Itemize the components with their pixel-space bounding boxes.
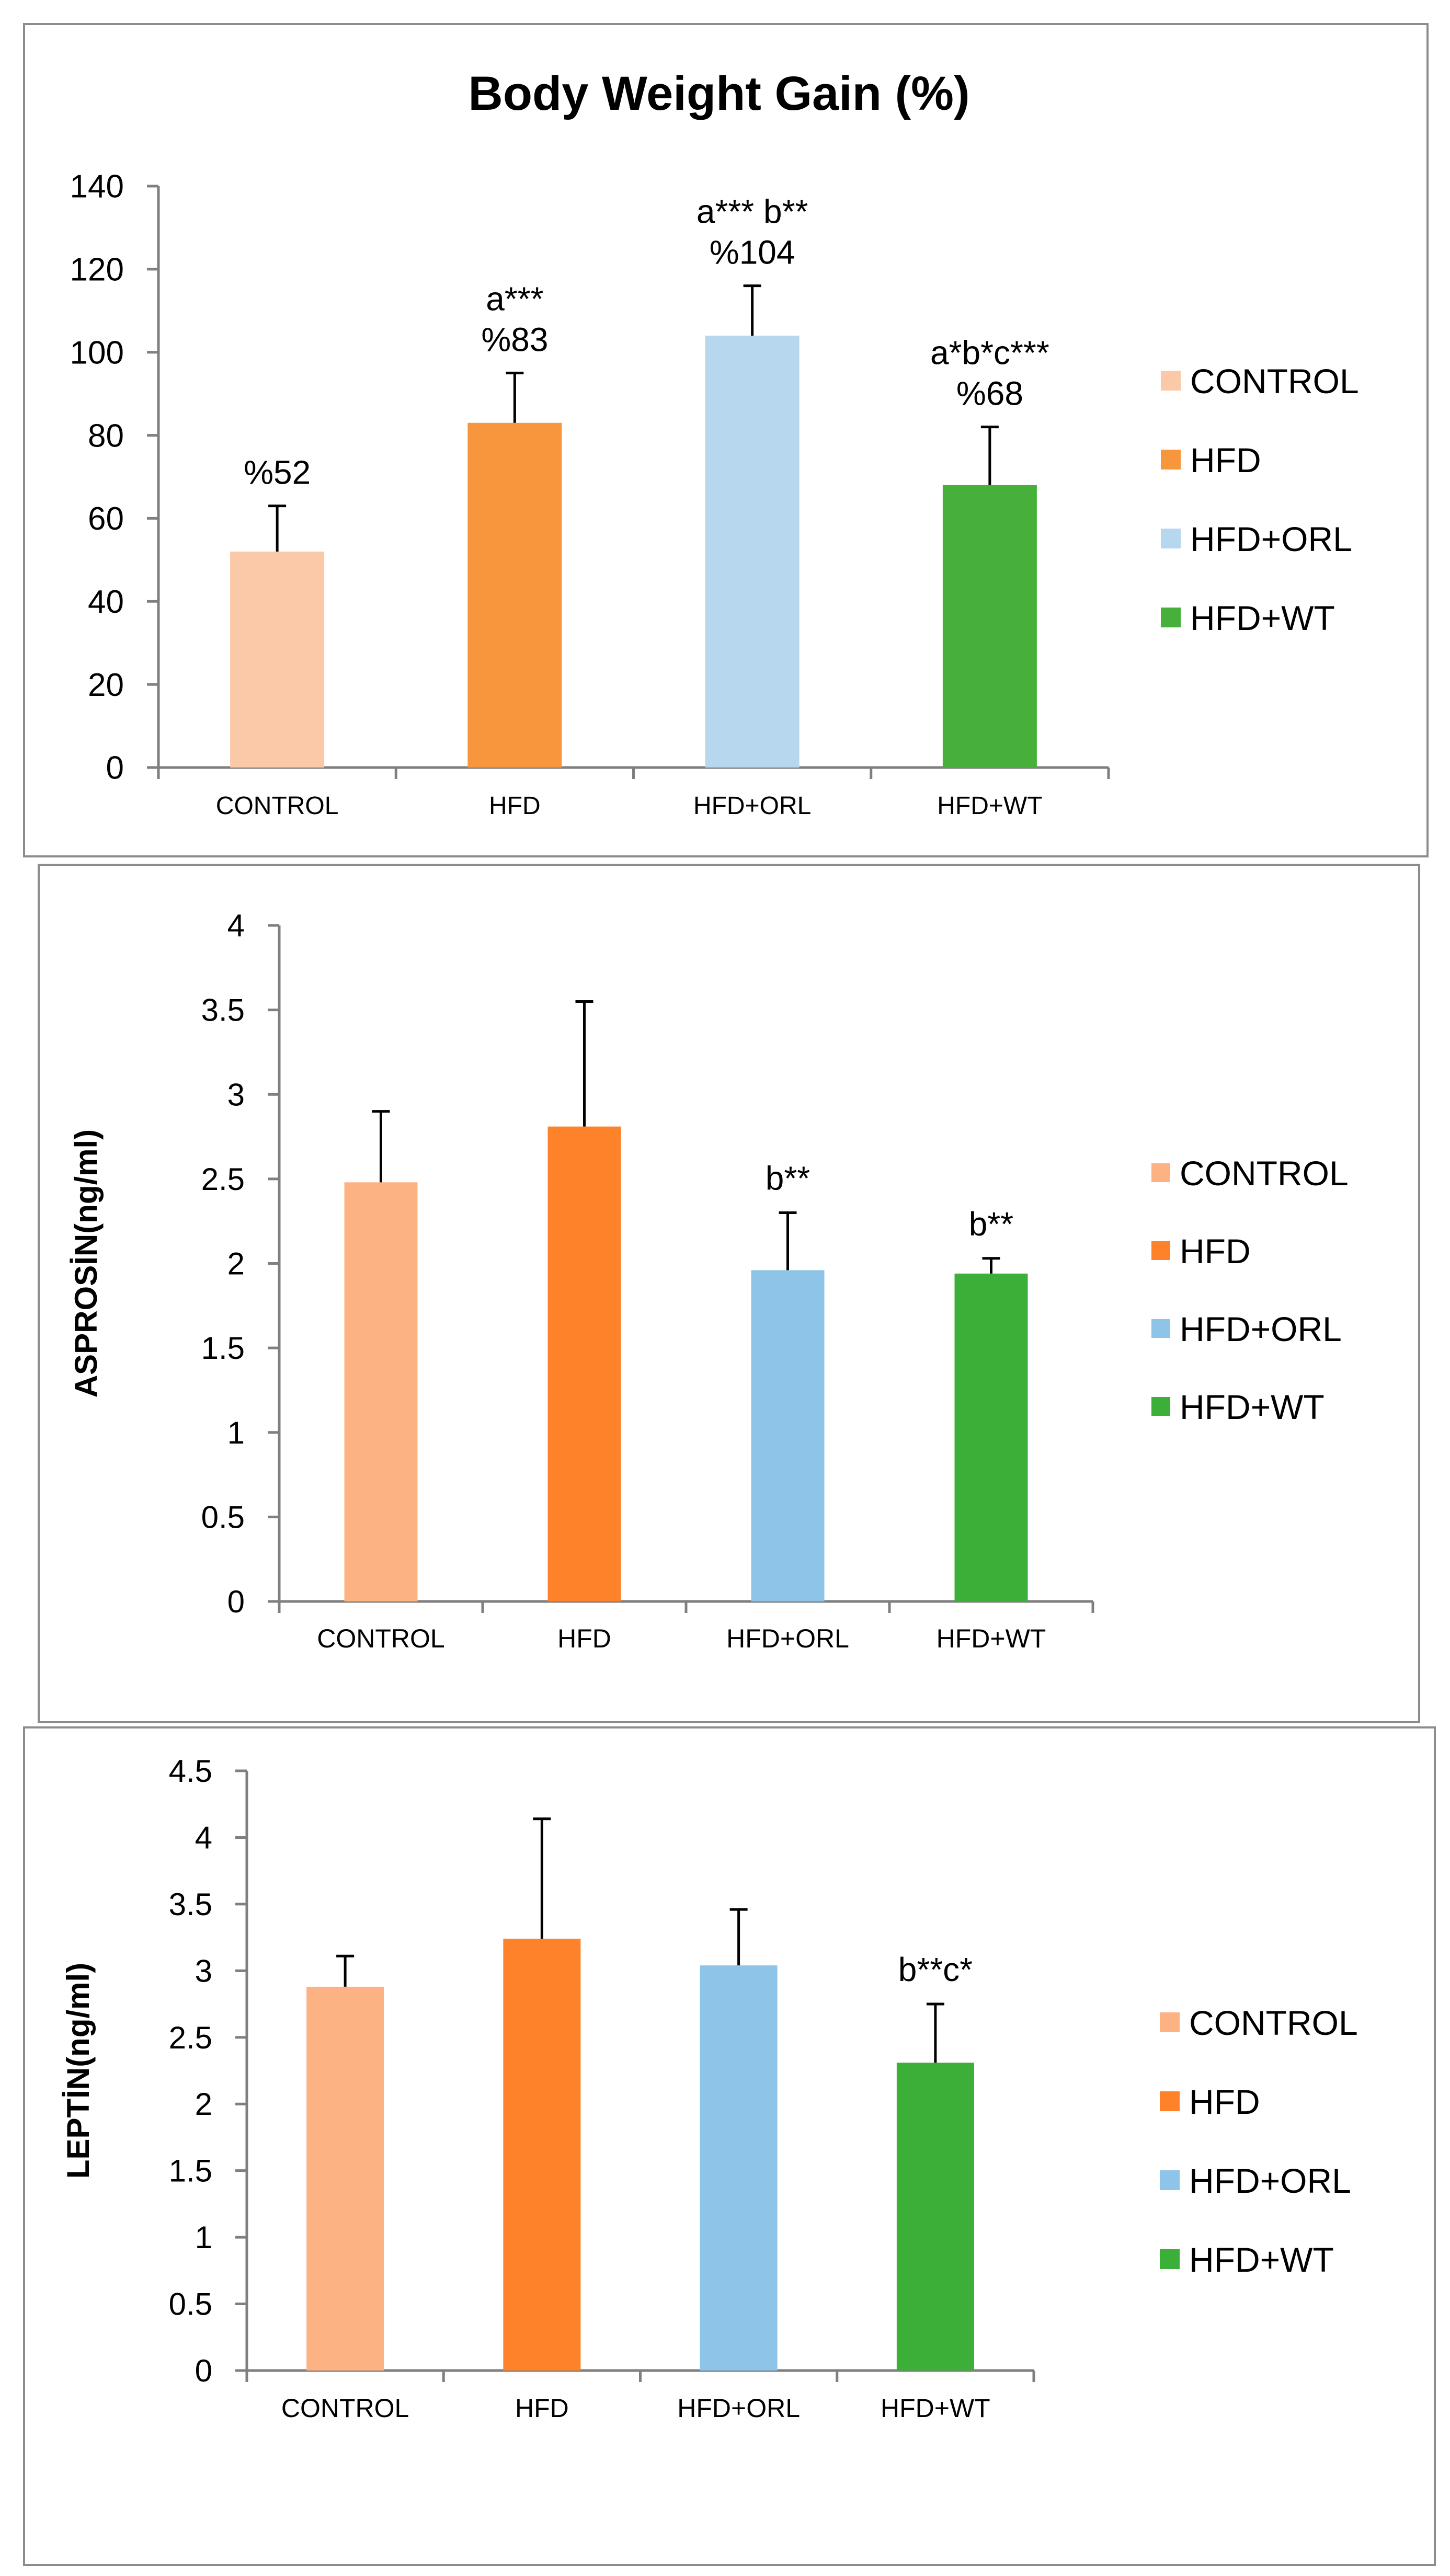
x-category-label: HFD+ORL xyxy=(677,2394,800,2423)
y-tick-label: 3.5 xyxy=(169,1887,212,1922)
x-category-label: HFD+WT xyxy=(937,792,1042,820)
legend-swatch xyxy=(1160,2091,1180,2111)
y-tick-label: 60 xyxy=(88,501,124,537)
x-category-label: CONTROL xyxy=(317,1624,444,1653)
y-axis-title: ASPROSİN(ng/ml) xyxy=(68,1129,104,1398)
x-category-label: HFD+ORL xyxy=(726,1624,849,1653)
y-tick-label: 4 xyxy=(227,908,245,943)
bar-control xyxy=(344,1182,418,1601)
x-category-label: HFD+WT xyxy=(881,2394,990,2423)
y-tick-label: 0.5 xyxy=(169,2287,212,2322)
legend-swatch xyxy=(1151,1397,1170,1416)
legend-label: CONTROL xyxy=(1190,362,1359,400)
y-tick-label: 3 xyxy=(195,1953,212,1988)
y-tick-label: 80 xyxy=(88,418,124,454)
legend-label: HFD+ORL xyxy=(1180,1310,1342,1348)
y-axis-title: LEPTİN(ng/ml) xyxy=(61,1963,96,2179)
y-tick-label: 1 xyxy=(227,1415,245,1450)
data-annotation: a*** b** xyxy=(697,193,808,231)
legend-label: HFD+ORL xyxy=(1189,2161,1351,2200)
legend-swatch xyxy=(1160,2170,1180,2190)
legend-label: HFD+ORL xyxy=(1190,520,1352,558)
legend-label: HFD xyxy=(1190,441,1261,479)
data-annotation: b** xyxy=(969,1205,1013,1243)
data-annotation: %68 xyxy=(956,375,1023,413)
legend-label: CONTROL xyxy=(1180,1154,1349,1193)
y-tick-label: 100 xyxy=(70,335,124,371)
data-annotation: b**c* xyxy=(898,1951,973,1988)
bar-hfd-wt xyxy=(896,2063,974,2371)
bar-hfd-orl xyxy=(705,335,800,768)
data-annotation: %83 xyxy=(481,320,548,358)
bar-hfd xyxy=(547,1126,621,1601)
bar-hfd xyxy=(467,422,562,768)
legend-swatch xyxy=(1151,1163,1170,1182)
y-tick-label: 3 xyxy=(227,1077,245,1112)
legend-label: HFD+WT xyxy=(1189,2240,1334,2279)
data-annotation: a*** xyxy=(486,280,543,317)
y-tick-label: 2 xyxy=(195,2087,212,2122)
bar-control xyxy=(230,551,325,768)
y-tick-label: 3.5 xyxy=(201,993,245,1028)
legend-swatch xyxy=(1161,529,1181,548)
legend-label: HFD xyxy=(1189,2082,1260,2121)
legend-label: CONTROL xyxy=(1189,2003,1358,2042)
bar-hfd-wt xyxy=(942,485,1037,768)
data-annotation: a*b*c*** xyxy=(930,334,1049,372)
y-tick-label: 4 xyxy=(195,1820,212,1855)
bar-control xyxy=(306,1986,384,2371)
bar-hfd-orl xyxy=(700,1965,778,2371)
x-category-label: HFD xyxy=(489,792,541,820)
legend-swatch xyxy=(1161,371,1181,391)
data-annotation: %52 xyxy=(244,454,311,491)
chart-title: Body Weight Gain (%) xyxy=(468,67,969,120)
y-tick-label: 1.5 xyxy=(169,2154,212,2189)
bar-hfd-wt xyxy=(954,1273,1028,1601)
bar-hfd xyxy=(503,1939,581,2371)
bar-hfd-orl xyxy=(751,1270,825,1601)
legend-label: HFD xyxy=(1180,1232,1251,1270)
y-tick-label: 4.5 xyxy=(169,1754,212,1789)
legend-swatch xyxy=(1161,608,1181,627)
y-tick-label: 1 xyxy=(195,2220,212,2255)
y-tick-label: 0 xyxy=(195,2353,212,2388)
legend-label: HFD+WT xyxy=(1190,599,1335,637)
x-category-label: HFD+WT xyxy=(937,1624,1046,1653)
data-annotation: b** xyxy=(766,1160,810,1197)
x-category-label: CONTROL xyxy=(281,2394,409,2423)
y-tick-label: 140 xyxy=(70,169,124,205)
legend-swatch xyxy=(1160,2249,1180,2269)
y-tick-label: 2 xyxy=(227,1246,245,1281)
data-annotation: %104 xyxy=(710,234,795,271)
y-tick-label: 1.5 xyxy=(201,1331,245,1366)
x-category-label: HFD xyxy=(515,2394,569,2423)
chart-panel-asprosin xyxy=(38,864,1420,1723)
legend-label: HFD+WT xyxy=(1180,1388,1325,1426)
x-category-label: HFD xyxy=(557,1624,611,1653)
legend-swatch xyxy=(1151,1319,1170,1338)
y-tick-label: 0 xyxy=(227,1584,245,1619)
y-tick-label: 0 xyxy=(106,750,124,786)
y-tick-label: 0.5 xyxy=(201,1499,245,1535)
x-category-label: CONTROL xyxy=(216,792,339,820)
y-tick-label: 40 xyxy=(88,584,124,620)
x-category-label: HFD+ORL xyxy=(693,792,811,820)
y-tick-label: 20 xyxy=(88,667,124,703)
y-tick-label: 2.5 xyxy=(169,2020,212,2055)
legend-swatch xyxy=(1161,450,1181,470)
y-tick-label: 120 xyxy=(70,252,124,288)
legend-swatch xyxy=(1160,2012,1180,2032)
legend-swatch xyxy=(1151,1241,1170,1260)
y-tick-label: 2.5 xyxy=(201,1162,245,1197)
